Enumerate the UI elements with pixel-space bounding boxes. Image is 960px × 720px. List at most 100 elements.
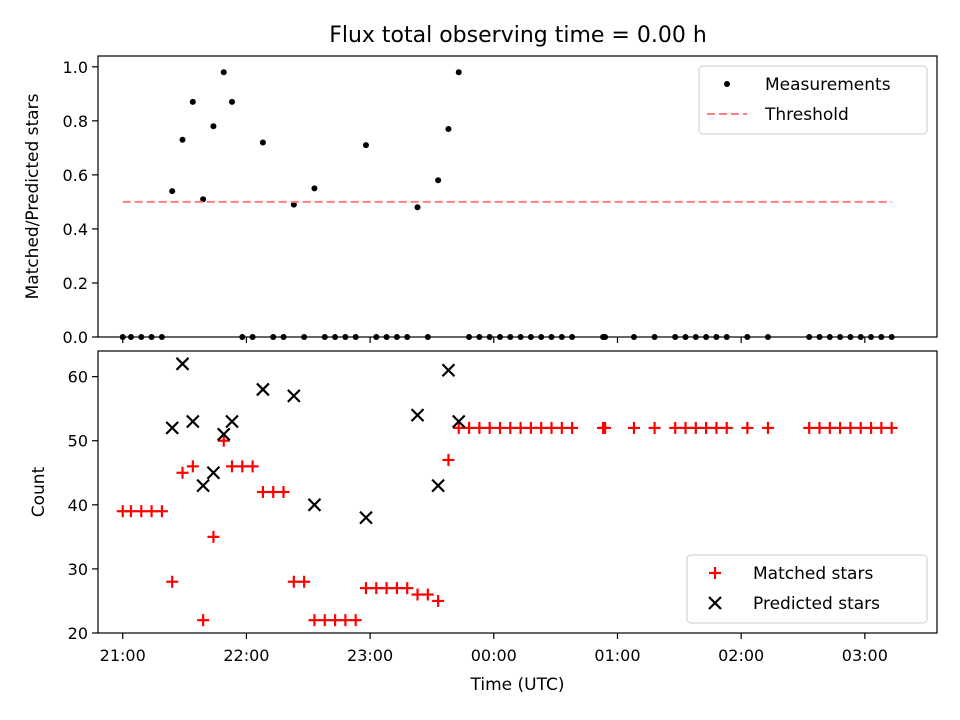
legend-label: Matched stars (753, 564, 873, 584)
data-point (349, 614, 362, 627)
data-point (473, 421, 486, 434)
data-point (311, 185, 318, 192)
y-tick-label: 1.0 (63, 58, 88, 77)
data-point (216, 427, 231, 442)
legend-item: Matched stars (709, 564, 873, 584)
data-point (370, 582, 383, 595)
data-point (514, 421, 527, 434)
data-point (414, 204, 421, 211)
data-point (865, 421, 878, 434)
data-point (165, 421, 179, 435)
legend-item: Measurements (724, 75, 891, 95)
data-point (566, 421, 579, 434)
data-point (854, 421, 867, 434)
data-point (432, 594, 445, 607)
y-tick-label: 40 (68, 496, 88, 515)
data-point (493, 421, 506, 434)
data-point (679, 421, 692, 434)
data-point (307, 498, 322, 512)
data-point (200, 196, 207, 203)
x-axis-label: Time (UTC) (470, 675, 565, 695)
data-point (186, 414, 200, 429)
data-point (555, 421, 568, 434)
data-point (390, 582, 403, 595)
y-tick-label: 60 (68, 368, 88, 387)
data-point (259, 139, 266, 146)
legend-item: Predicted stars (708, 594, 880, 614)
y-tick-label: 0.0 (63, 328, 88, 347)
y-axis-label: Count (29, 466, 49, 517)
data-point (236, 460, 249, 473)
data-point (455, 69, 462, 76)
top-panel: 0.0 0.2 0.4 0.6 0.8 1.0 Matched/Predicted star… (23, 55, 938, 347)
data-point (359, 582, 372, 595)
data-point (599, 421, 612, 434)
plot-frame (97, 350, 938, 634)
legend-item: Threshold (707, 105, 849, 125)
data-point (169, 188, 176, 195)
legend-label: Threshold (764, 105, 849, 125)
data-point (318, 614, 331, 627)
y-tick-label: 0.8 (63, 112, 88, 131)
data-point (298, 575, 311, 588)
data-point (401, 582, 414, 595)
data-point (451, 414, 466, 429)
data-point (535, 421, 548, 434)
data-point (256, 486, 269, 498)
legend-label: Predicted stars (753, 594, 880, 614)
data-point (524, 421, 537, 434)
data-point (463, 421, 476, 434)
data-point (441, 363, 456, 378)
data-point (431, 478, 445, 493)
data-point (339, 614, 352, 627)
data-point (155, 505, 168, 518)
data-point (267, 486, 280, 498)
data-point (421, 588, 434, 601)
bottom-panel: 20 30 40 50 60 21:00 22:00 23:00 00:00 01:00 02:00… (29, 350, 938, 695)
data-point (206, 465, 221, 480)
x-tick-label: 00:00 (471, 646, 517, 665)
data-point (834, 421, 847, 434)
data-point (823, 421, 836, 434)
data-point (504, 421, 517, 434)
data-point (445, 125, 452, 132)
data-point (207, 530, 220, 543)
data-point (689, 421, 702, 434)
data-point (380, 582, 393, 595)
data-point (435, 177, 442, 184)
data-point (228, 98, 235, 105)
data-point (135, 505, 148, 518)
data-point (124, 505, 137, 518)
legend-label: Measurements (765, 75, 891, 95)
data-point (885, 421, 898, 434)
data-point (669, 421, 682, 434)
legend-box (686, 554, 928, 624)
data-point (220, 69, 227, 76)
legend-swatch (724, 81, 730, 87)
legend-box (698, 65, 928, 135)
data-point (210, 123, 217, 130)
legend-swatch (708, 596, 722, 610)
data-point (627, 421, 640, 434)
data-point (648, 421, 661, 434)
series-matched-stars (116, 421, 898, 627)
data-point (225, 414, 239, 429)
x-tick-label: 21:00 (100, 646, 146, 665)
data-point (290, 201, 297, 208)
data-point (246, 460, 259, 473)
data-point (720, 421, 733, 434)
plot-frame (97, 55, 938, 338)
data-point (813, 421, 826, 434)
data-point (483, 421, 496, 434)
x-tick-label: 23:00 (347, 646, 393, 665)
data-point (710, 421, 723, 434)
data-point (189, 98, 196, 105)
chart-title: Flux total observing time = 0.00 h (329, 23, 707, 48)
y-tick-label: 20 (68, 624, 88, 643)
data-point (166, 575, 179, 588)
data-point (256, 382, 270, 397)
data-point (179, 136, 186, 143)
data-point (741, 421, 754, 434)
data-point (359, 510, 373, 525)
